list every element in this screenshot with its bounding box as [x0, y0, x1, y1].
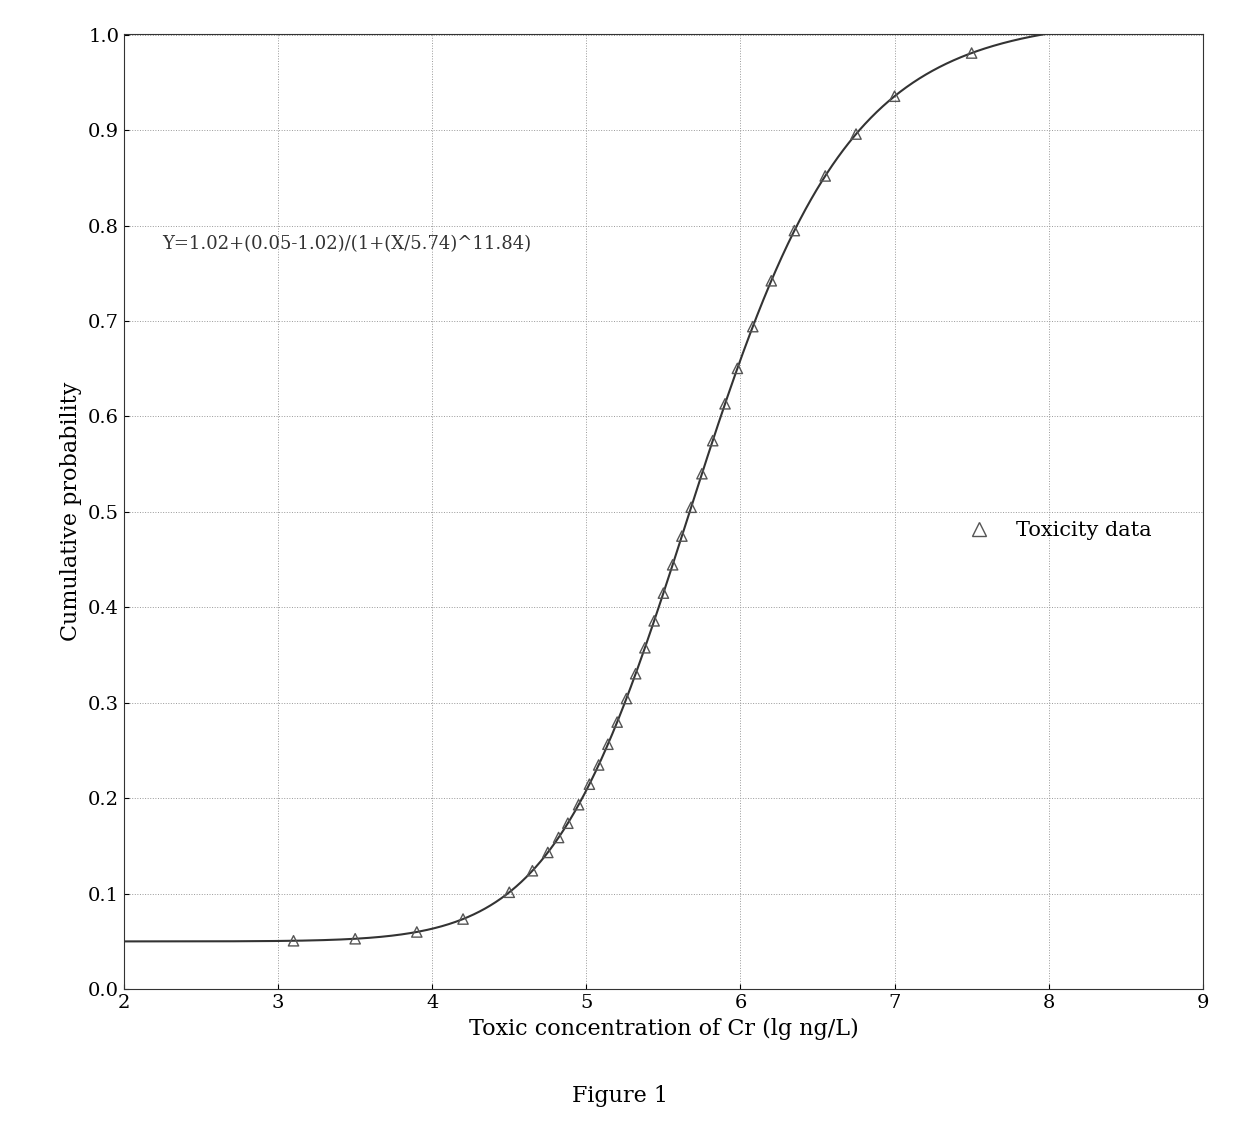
Point — [500, 883, 520, 901]
Point — [681, 498, 701, 516]
Point — [569, 796, 589, 814]
Point — [538, 843, 558, 861]
Text: Y=1.02+(0.05-1.02)/(1+(X/5.74)^11.84): Y=1.02+(0.05-1.02)/(1+(X/5.74)^11.84) — [162, 235, 532, 253]
Point — [785, 221, 805, 239]
Point — [407, 923, 427, 941]
Point — [579, 776, 599, 794]
Point — [645, 611, 665, 629]
Point — [548, 828, 568, 846]
Point — [846, 125, 866, 143]
Point — [672, 527, 692, 545]
Legend: Toxicity data: Toxicity data — [950, 513, 1159, 549]
Point — [761, 272, 781, 290]
Point — [715, 395, 735, 413]
Point — [662, 555, 682, 573]
Point — [284, 932, 304, 950]
Point — [589, 756, 609, 774]
Point — [626, 664, 646, 682]
Point — [692, 464, 712, 482]
Y-axis label: Cumulative probability: Cumulative probability — [61, 382, 82, 641]
Point — [728, 360, 748, 378]
Point — [703, 432, 723, 450]
Point — [884, 88, 904, 106]
Point — [558, 814, 578, 832]
Point — [816, 167, 836, 185]
Point — [616, 689, 636, 707]
Point — [345, 930, 365, 948]
Point — [743, 318, 763, 336]
Point — [608, 713, 627, 731]
X-axis label: Toxic concentration of Cr (lg ng/L): Toxic concentration of Cr (lg ng/L) — [469, 1017, 858, 1040]
Point — [522, 862, 542, 880]
Text: Figure 1: Figure 1 — [572, 1085, 668, 1106]
Point — [653, 584, 673, 602]
Point — [453, 910, 472, 928]
Point — [635, 638, 655, 656]
Point — [598, 735, 618, 753]
Point — [962, 44, 982, 62]
